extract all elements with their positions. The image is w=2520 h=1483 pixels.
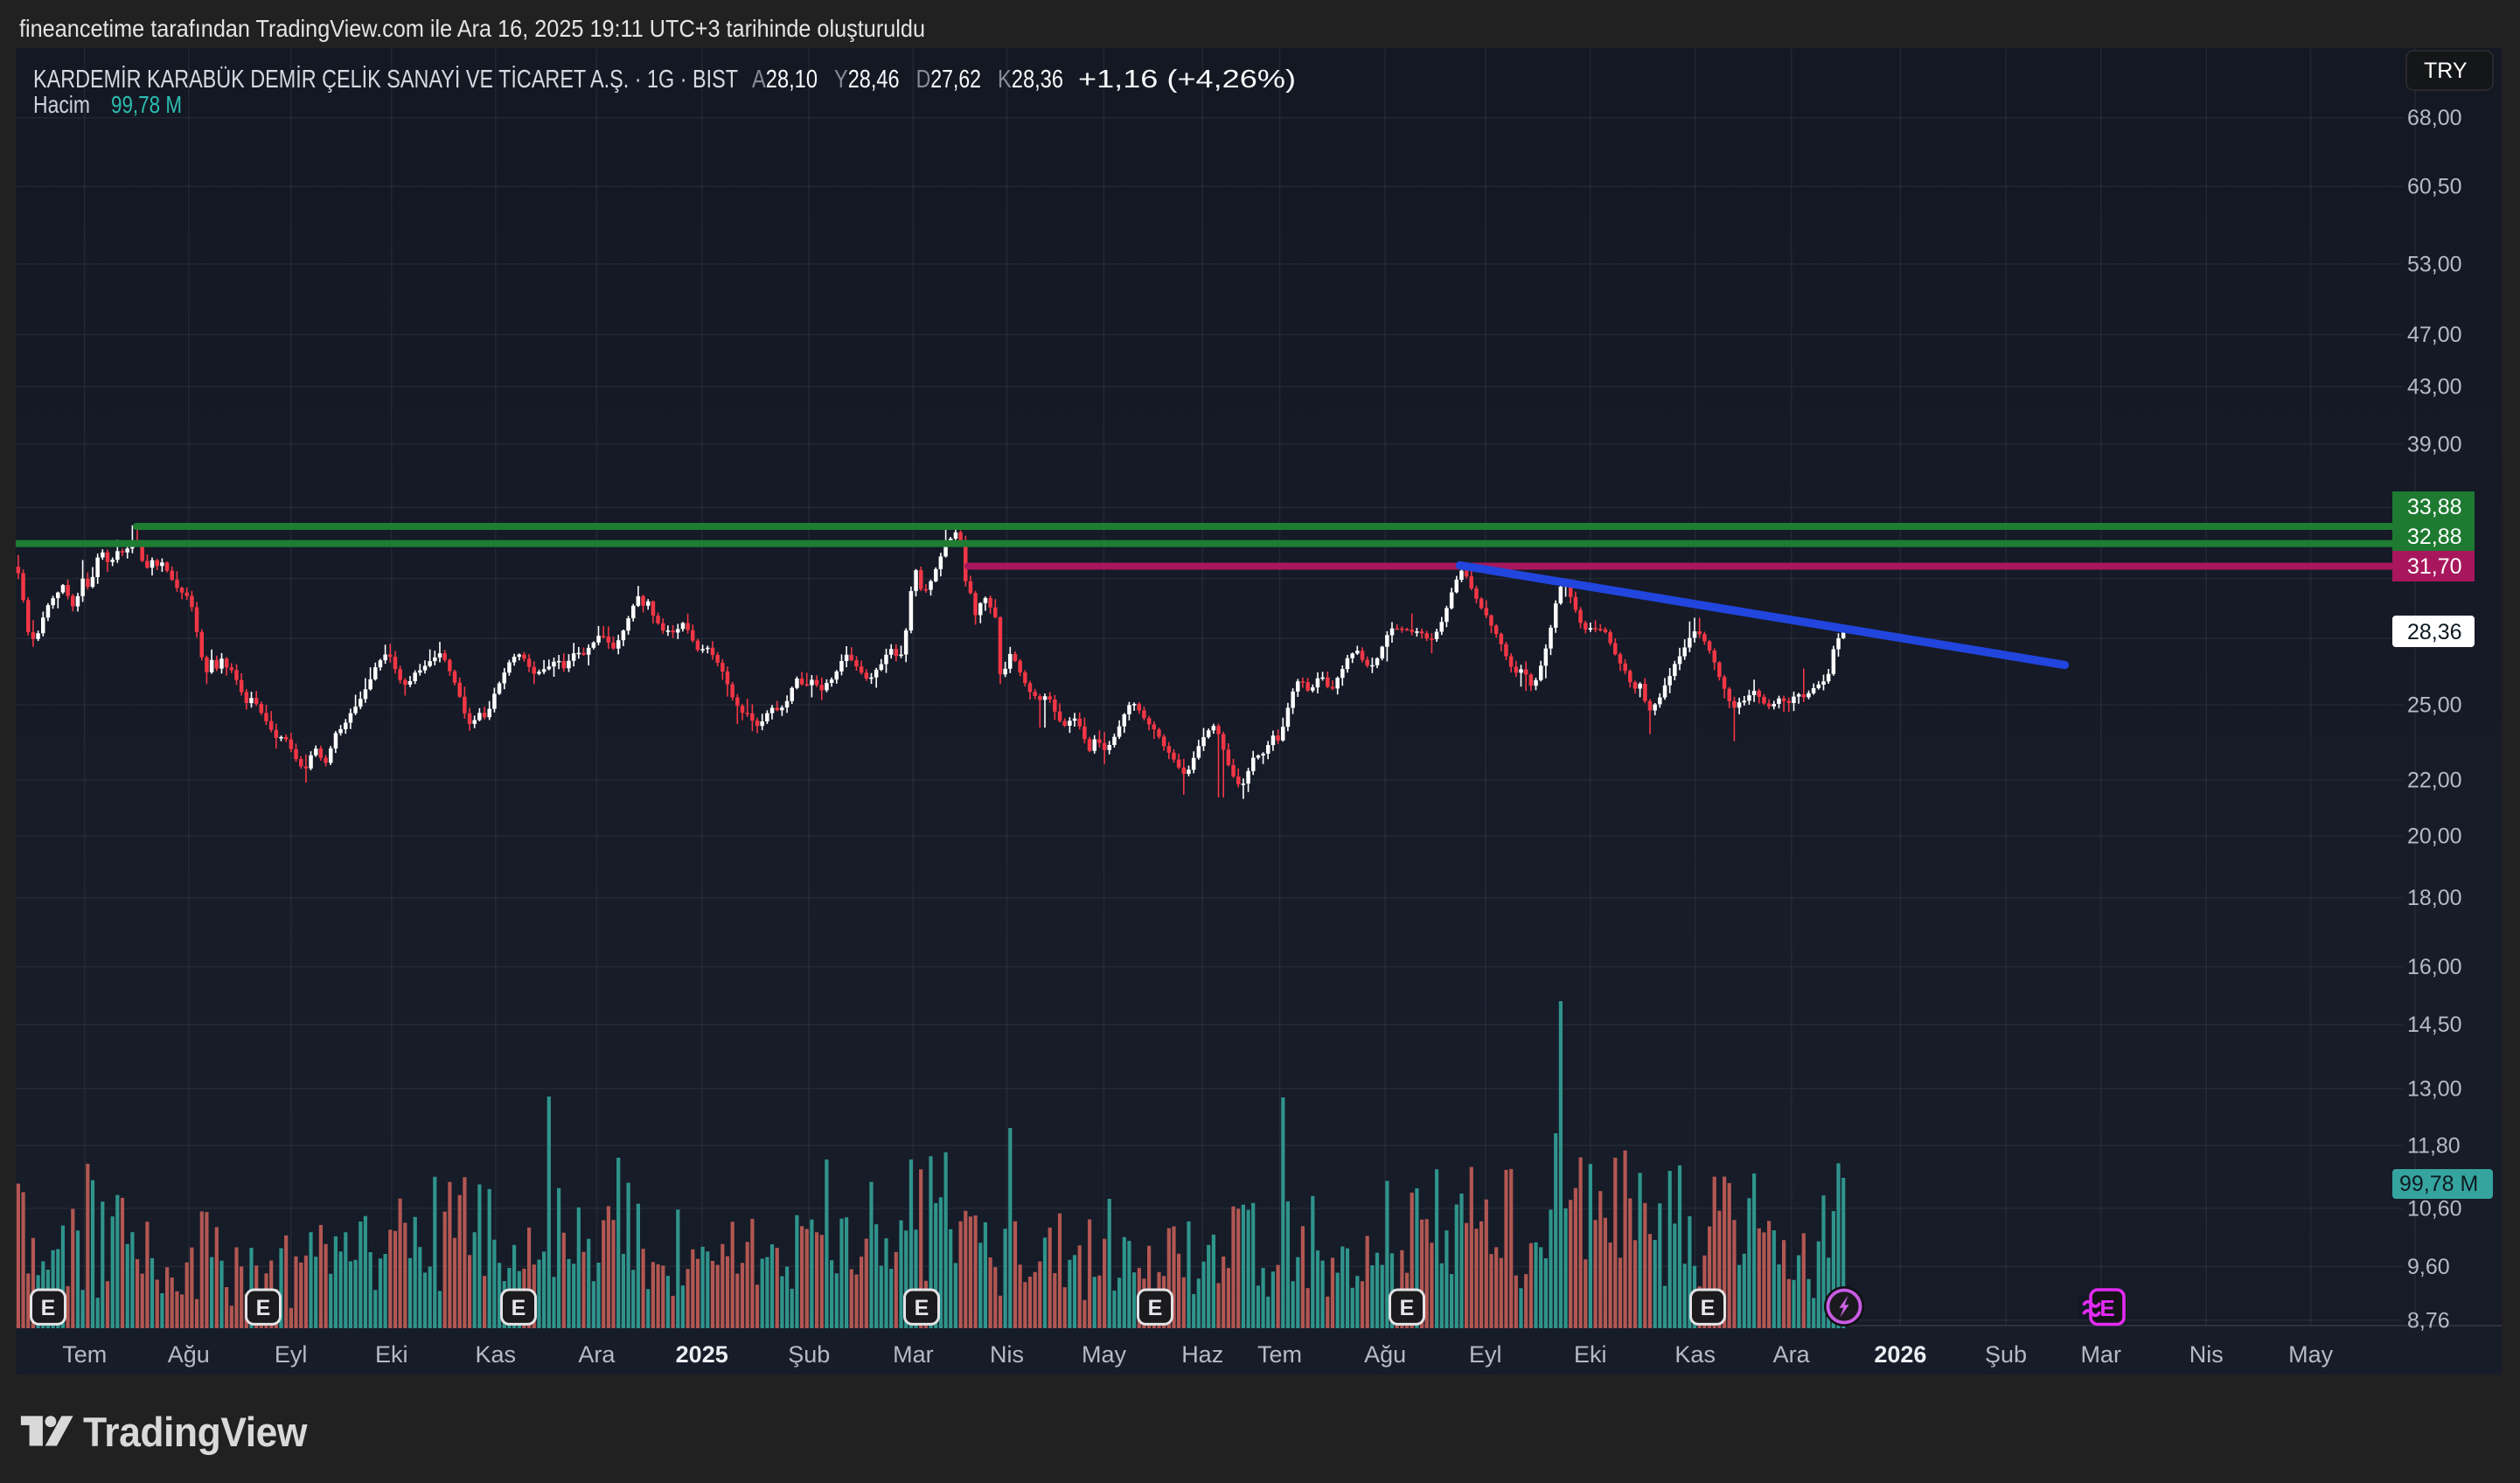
svg-text:10,60: 10,60: [2407, 1196, 2462, 1221]
svg-text:TRY: TRY: [2424, 59, 2468, 83]
svg-text:16,00: 16,00: [2407, 955, 2462, 979]
svg-text:D27,62: D27,62: [916, 66, 981, 94]
svg-text:25,00: 25,00: [2407, 693, 2462, 718]
svg-text:99,78 M: 99,78 M: [111, 91, 182, 118]
svg-text:Ağu: Ağu: [168, 1341, 210, 1368]
svg-text:E: E: [1701, 1296, 1716, 1320]
svg-text:11,80: 11,80: [2407, 1133, 2461, 1158]
svg-text:Mar: Mar: [2080, 1341, 2121, 1368]
svg-text:22,00: 22,00: [2407, 768, 2462, 792]
svg-text:Tem: Tem: [62, 1341, 107, 1368]
svg-text:E: E: [512, 1296, 526, 1320]
svg-text:Şub: Şub: [788, 1341, 830, 1368]
svg-text:Eki: Eki: [1574, 1341, 1607, 1368]
svg-text:Ara: Ara: [578, 1341, 616, 1368]
svg-text:Hacim: Hacim: [33, 91, 90, 118]
svg-text:60,50: 60,50: [2407, 175, 2462, 199]
svg-text:E: E: [915, 1296, 929, 1320]
svg-text:43,00: 43,00: [2407, 375, 2462, 400]
svg-text:+1,16 (+4,26%): +1,16 (+4,26%): [1078, 66, 1296, 94]
svg-text:28,36: 28,36: [2407, 620, 2462, 644]
svg-text:68,00: 68,00: [2407, 106, 2462, 130]
svg-text:E: E: [1148, 1296, 1163, 1320]
svg-text:May: May: [1082, 1341, 1127, 1368]
svg-text:Ağu: Ağu: [1364, 1341, 1406, 1368]
svg-text:13,00: 13,00: [2407, 1076, 2462, 1101]
svg-text:Şub: Şub: [1985, 1341, 2027, 1368]
svg-text:Nis: Nis: [990, 1341, 1024, 1368]
svg-text:E: E: [2099, 1295, 2114, 1321]
svg-text:Kas: Kas: [1674, 1341, 1716, 1368]
svg-text:Haz: Haz: [1181, 1341, 1223, 1368]
svg-text:Tem: Tem: [1257, 1341, 1302, 1368]
svg-text:2026: 2026: [1874, 1341, 1926, 1368]
svg-text:Eyl: Eyl: [275, 1341, 308, 1368]
svg-text:KARDEMİR KARABÜK DEMİR ÇELİK S: KARDEMİR KARABÜK DEMİR ÇELİK SANAYİ VE T…: [33, 65, 738, 94]
svg-text:2025: 2025: [676, 1341, 728, 1368]
svg-text:14,50: 14,50: [2407, 1013, 2462, 1037]
svg-text:8,76: 8,76: [2407, 1308, 2450, 1333]
svg-text:May: May: [2288, 1341, 2334, 1368]
svg-text:18,00: 18,00: [2407, 886, 2462, 910]
svg-text:E: E: [256, 1296, 271, 1320]
svg-text:Mar: Mar: [893, 1341, 934, 1368]
svg-text:33,88: 33,88: [2407, 495, 2462, 519]
svg-text:9,60: 9,60: [2407, 1255, 2450, 1279]
svg-text:47,00: 47,00: [2407, 323, 2462, 347]
svg-text:Kas: Kas: [476, 1341, 517, 1368]
svg-text:Ara: Ara: [1773, 1341, 1811, 1368]
svg-text:53,00: 53,00: [2407, 252, 2462, 276]
svg-text:E: E: [1400, 1296, 1415, 1320]
svg-text:20,00: 20,00: [2407, 824, 2462, 848]
svg-text:39,00: 39,00: [2407, 432, 2462, 456]
svg-text:Y28,46: Y28,46: [834, 66, 900, 94]
svg-text:99,78 M: 99,78 M: [2399, 1172, 2478, 1196]
svg-text:E: E: [41, 1296, 56, 1320]
svg-text:Eyl: Eyl: [1469, 1341, 1502, 1368]
svg-text:31,70: 31,70: [2407, 554, 2462, 579]
svg-text:K28,36: K28,36: [998, 66, 1063, 94]
svg-text:Eki: Eki: [375, 1341, 408, 1368]
svg-text:fineancetime tarafından Tradin: fineancetime tarafından TradingView.com …: [19, 15, 925, 42]
svg-text:32,88: 32,88: [2407, 525, 2462, 549]
svg-text:Nis: Nis: [2189, 1341, 2224, 1368]
svg-text:A28,10: A28,10: [752, 66, 818, 94]
svg-text:TradingView: TradingView: [83, 1409, 308, 1455]
